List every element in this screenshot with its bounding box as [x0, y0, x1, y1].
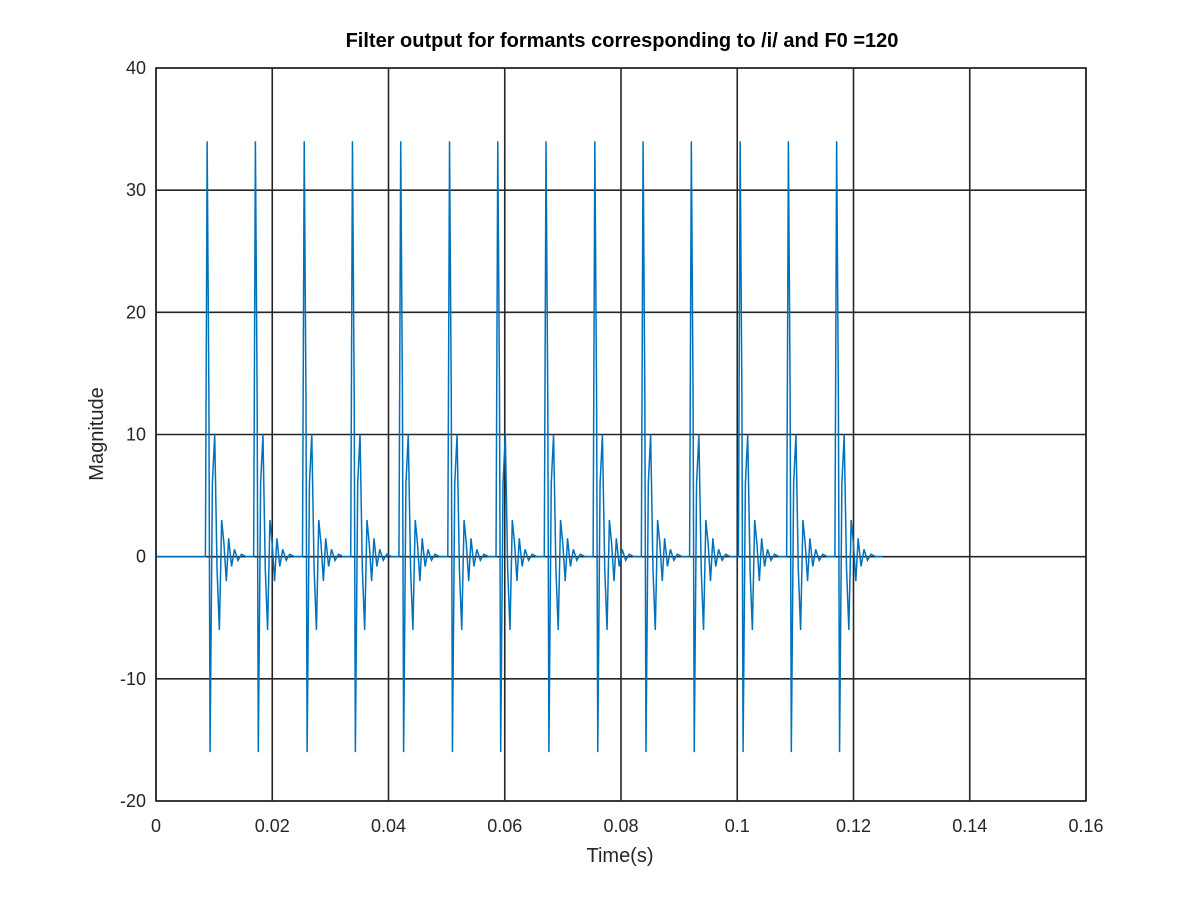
grid: [155, 67, 1087, 802]
x-tick-label: 0.06: [487, 816, 522, 836]
x-tick-label: 0.1: [725, 816, 750, 836]
y-axis-label: Magnitude: [86, 387, 108, 480]
x-tick-label: 0.02: [255, 816, 290, 836]
y-tick-label: -20: [120, 791, 146, 811]
x-tick-label: 0.08: [603, 816, 638, 836]
x-tick-label: 0.16: [1068, 816, 1103, 836]
series-layer: [156, 141, 883, 753]
y-tick-label: 40: [126, 58, 146, 78]
x-tick-label: 0.12: [836, 816, 871, 836]
x-tick-label: 0.14: [952, 816, 987, 836]
x-axis-label: Time(s): [586, 845, 653, 867]
x-tick-label: 0: [151, 816, 161, 836]
y-tick-label: 30: [126, 180, 146, 200]
x-tick-labels: 0 0.02 0.04 0.06 0.08 0.1 0.12 0.14 0.16: [151, 816, 1104, 836]
y-tick-label: 20: [126, 302, 146, 322]
x-tick-label: 0.04: [371, 816, 406, 836]
series-line: [156, 141, 883, 753]
y-tick-label: 0: [136, 547, 146, 567]
chart-title: Filter output for formants corresponding…: [346, 30, 899, 52]
y-tick-label: -10: [120, 669, 146, 689]
y-tick-label: 10: [126, 425, 146, 445]
plot-frame: [155, 67, 1087, 802]
y-tick-labels: -20 -10 0 10 20 30 40: [120, 58, 146, 811]
